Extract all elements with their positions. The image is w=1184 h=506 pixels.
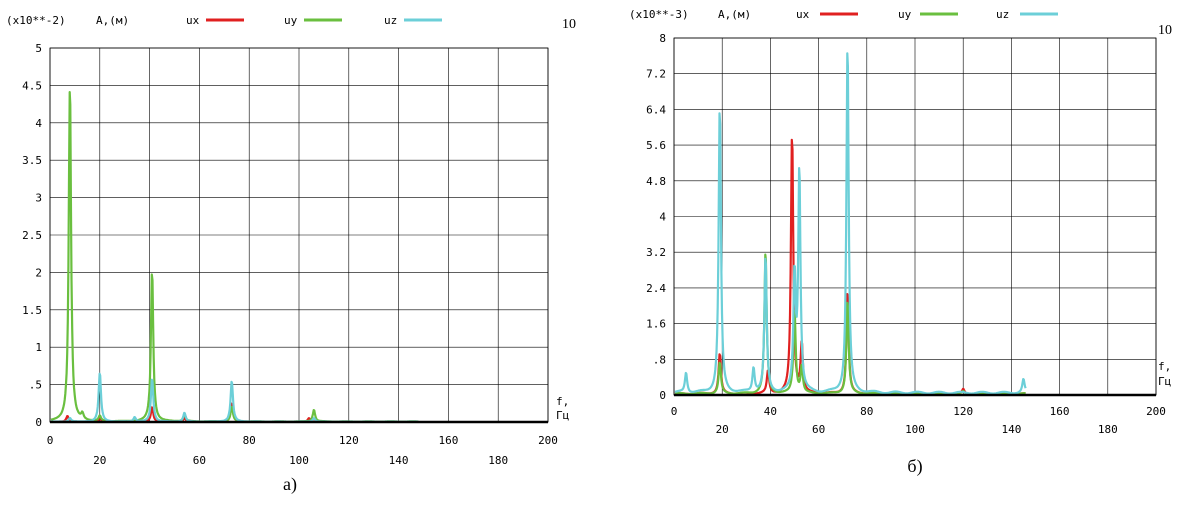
chart-a-ylabel: A,(м) xyxy=(96,14,129,27)
chart-a-series-uz xyxy=(50,372,419,423)
chart-a-x-tick-label: 140 xyxy=(389,454,409,467)
chart-b-y-tick-label: 0 xyxy=(659,389,666,402)
chart-b-y-tick-label: 4.8 xyxy=(646,175,666,188)
chart-a-y-tick-label: 3 xyxy=(35,192,42,205)
chart-b-y-tick-label: 6.4 xyxy=(646,103,666,116)
chart-b-series xyxy=(674,52,1027,396)
chart-a-grid xyxy=(49,47,549,423)
chart-b-x-tick-label: 120 xyxy=(953,405,973,418)
chart-b-scale-note: (x10**-3) xyxy=(629,8,689,21)
chart-a-panel-label: а) xyxy=(283,474,297,495)
chart-a: (x10**-2) A,(м) ux uy uz 10 020406080100… xyxy=(6,14,576,495)
chart-a-x-tick-label: 100 xyxy=(289,454,309,467)
chart-b-xlabel: f, xyxy=(1158,360,1171,373)
chart-b-y-tick-label: 8 xyxy=(659,32,666,45)
chart-b-y-tick-label: .8 xyxy=(653,353,666,366)
chart-b-x-tick-label: 100 xyxy=(905,423,925,436)
chart-b-legend-ux-label: ux xyxy=(796,8,810,21)
chart-b-x-tick-label: 140 xyxy=(1001,423,1021,436)
chart-b-x-tick-label: 40 xyxy=(764,405,777,418)
chart-a-y-tick-label: 1 xyxy=(35,341,42,354)
chart-a-x-tick-label: 0 xyxy=(47,434,54,447)
chart-a-x-tick-label: 200 xyxy=(538,434,558,447)
chart-a-ticks: 0 20 40 60 80 100 120 140 160 180 200 0 .5 1 1.5 2 2.5 3 3… xyxy=(22,42,558,467)
chart-b-y-tick-label: 2.4 xyxy=(646,282,666,295)
chart-a-x-tick-label: 40 xyxy=(143,434,156,447)
chart-a-y-tick-label: 4.5 xyxy=(22,79,42,92)
chart-b-y-tick-label: 3.2 xyxy=(646,246,666,259)
chart-a-xunit: Гц xyxy=(556,409,569,422)
chart-a-x-tick-label: 120 xyxy=(339,434,359,447)
chart-b-x-tick-label: 60 xyxy=(812,423,825,436)
chart-b-grid xyxy=(673,37,1157,396)
chart-b-series-uz xyxy=(674,52,1027,395)
chart-a-x-tick-label: 60 xyxy=(193,454,206,467)
chart-b-legend-uz-label: uz xyxy=(996,8,1009,21)
chart-b-x-tick-label: 80 xyxy=(860,405,873,418)
chart-a-series xyxy=(50,91,419,423)
chart-b-x-tick-label: 0 xyxy=(671,405,678,418)
chart-b-panel-label: б) xyxy=(907,456,922,477)
chart-a-y-tick-label: 5 xyxy=(35,42,42,55)
chart-b-y-tick-label: 4 xyxy=(659,211,666,224)
chart-b-ylabel: A,(м) xyxy=(718,8,751,21)
chart-b-x-tick-label: 160 xyxy=(1050,405,1070,418)
chart-a-y-tick-label: .5 xyxy=(29,379,42,392)
chart-a-x-tick-label: 160 xyxy=(438,434,458,447)
chart-b-xunit: Гц xyxy=(1158,375,1171,388)
chart-a-xlabel: f, xyxy=(556,395,569,408)
chart-a-legend-uy-label: uy xyxy=(284,14,298,27)
chart-b-x-tick-label: 20 xyxy=(716,423,729,436)
chart-b-y-tick-label: 7.2 xyxy=(646,68,666,81)
chart-a-y-tick-label: 2 xyxy=(35,266,42,279)
chart-a-y-tick-label: 4 xyxy=(35,117,42,130)
chart-a-series-uy xyxy=(50,91,419,423)
chart-a-y-tick-label: 1.5 xyxy=(22,304,42,317)
chart-b-x-tick-label: 180 xyxy=(1098,423,1118,436)
chart-b-x-tick-label: 200 xyxy=(1146,405,1166,418)
chart-a-y-tick-label: 3.5 xyxy=(22,154,42,167)
chart-a-x-tick-label: 180 xyxy=(488,454,508,467)
chart-b-corner-label: 10 xyxy=(1158,23,1172,38)
chart-a-corner-label: 10 xyxy=(562,17,576,32)
chart-a-y-tick-label: 2.5 xyxy=(22,229,42,242)
chart-a-legend-ux-label: ux xyxy=(186,14,200,27)
chart-a-scale-note: (x10**-2) xyxy=(6,14,66,27)
chart-b-legend-uy-label: uy xyxy=(898,8,912,21)
chart-b-ticks: 0 20 40 60 80 100 120 140 160 180 200 0 .8 1.6 2.4 3.2 4… xyxy=(646,32,1166,436)
chart-a-legend-uz-label: uz xyxy=(384,14,397,27)
chart-a-y-tick-label: 0 xyxy=(35,416,42,429)
chart-a-x-tick-label: 80 xyxy=(243,434,256,447)
chart-b-y-tick-label: 5.6 xyxy=(646,139,666,152)
chart-b: (x10**-3) A,(м) ux uy uz 10 020406080100… xyxy=(629,8,1172,477)
chart-b-y-tick-label: 1.6 xyxy=(646,318,666,331)
chart-a-x-tick-label: 20 xyxy=(93,454,106,467)
